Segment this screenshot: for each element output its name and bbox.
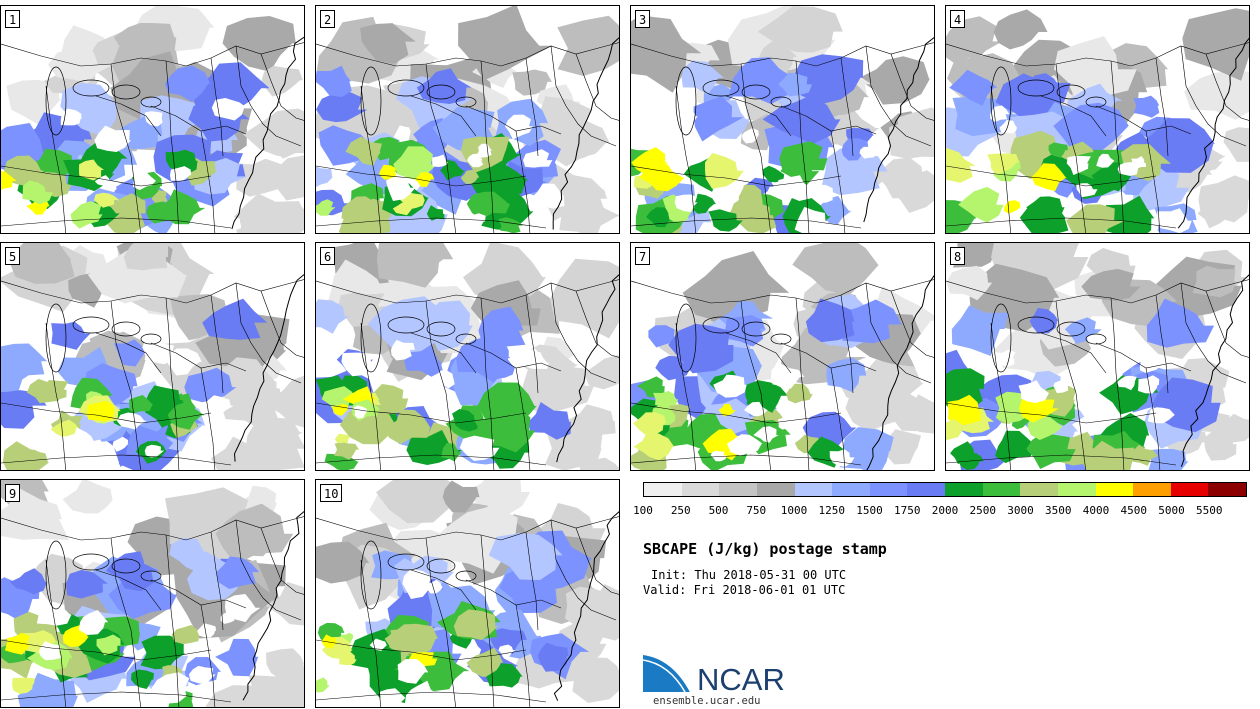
- colorbar-tick-label: 1250: [818, 504, 846, 517]
- member-number-label: 8: [950, 247, 966, 265]
- colorbar-tick-label: 5000: [1158, 504, 1185, 517]
- ncar-logo: NCAR: [642, 652, 793, 698]
- colorbar-swatch: [1208, 483, 1246, 496]
- colorbar-tick-label: 250: [670, 504, 691, 517]
- ensemble-member-map: 2: [315, 5, 620, 234]
- colorbar-swatch: [1057, 483, 1096, 496]
- colorbar-swatch: [719, 483, 757, 496]
- colorbar-swatch: [945, 483, 983, 496]
- colorbar-swatch: [1170, 483, 1209, 496]
- colorbar-tick-label: 750: [746, 504, 767, 517]
- sbcape-field: [946, 6, 1249, 233]
- sbcape-field: [1, 6, 304, 233]
- ensemble-member-map: 7: [630, 242, 935, 471]
- sbcape-field: [316, 243, 619, 470]
- colorbar-tick-label: 3500: [1045, 504, 1072, 517]
- colorbar-tick-label: 5500: [1196, 504, 1223, 517]
- valid-time: Valid: Fri 2018-06-01 01 UTC: [643, 583, 846, 597]
- ncar-logo-text: NCAR: [697, 662, 785, 694]
- ensemble-member-map: 3: [630, 5, 935, 234]
- member-number-label: 9: [5, 484, 21, 502]
- sbcape-field: [316, 6, 619, 233]
- colorbar-swatch: [982, 483, 1021, 496]
- ensemble-member-map: 5: [0, 242, 305, 471]
- colorbar-swatch: [1133, 483, 1171, 496]
- ensemble-member-map: 4: [945, 5, 1250, 234]
- sbcape-field: [316, 480, 619, 707]
- colorbar-swatch: [681, 483, 720, 496]
- colorbar-swatch: [1020, 483, 1058, 496]
- colorbar-swatch: [832, 483, 870, 496]
- colorbar-tick-label: 4000: [1082, 504, 1110, 517]
- member-number-label: 2: [320, 10, 336, 28]
- member-number-label: 6: [320, 247, 336, 265]
- sbcape-field: [631, 6, 934, 233]
- ensemble-member-map: 1: [0, 5, 305, 234]
- member-number-label: 4: [950, 10, 966, 28]
- colorbar-tick-label: 500: [708, 504, 729, 517]
- ensemble-member-map: 8: [945, 242, 1250, 471]
- member-number-label: 7: [635, 247, 651, 265]
- colorbar-swatch: [794, 483, 833, 496]
- ensemble-member-map: 9: [0, 479, 305, 708]
- member-number-label: 10: [320, 484, 343, 502]
- colorbar-tick-label: 1500: [856, 504, 883, 517]
- colorbar-tick-label: 2500: [969, 504, 997, 517]
- colorbar-tick-label: 2000: [931, 504, 959, 517]
- colorbar: [643, 482, 1247, 497]
- colorbar-swatch: [1095, 483, 1134, 496]
- sbcape-field: [631, 243, 934, 470]
- colorbar-tick-label: 1750: [894, 504, 921, 517]
- colorbar-swatch: [869, 483, 908, 496]
- colorbar-swatch: [644, 483, 682, 496]
- colorbar-tick-label: 100: [633, 504, 653, 517]
- ensemble-member-map: 10: [315, 479, 620, 708]
- colorbar-tick-label: 1000: [780, 504, 808, 517]
- sbcape-field: [946, 243, 1249, 470]
- colorbar-tick-label: 4500: [1120, 504, 1148, 517]
- figure-title: SBCAPE (J/kg) postage stamp: [643, 540, 887, 558]
- init-time: Init: Thu 2018-05-31 00 UTC: [651, 568, 847, 582]
- member-number-label: 3: [635, 10, 651, 28]
- colorbar-swatch: [907, 483, 945, 496]
- sbcape-field: [1, 243, 304, 470]
- member-number-label: 1: [5, 10, 21, 28]
- sbcape-field: [1, 480, 304, 707]
- colorbar-swatch: [756, 483, 795, 496]
- ensemble-member-map: 6: [315, 242, 620, 471]
- member-number-label: 5: [5, 247, 21, 265]
- website-url: ensemble.ucar.edu: [653, 695, 761, 707]
- colorbar-tick-label: 3000: [1007, 504, 1034, 517]
